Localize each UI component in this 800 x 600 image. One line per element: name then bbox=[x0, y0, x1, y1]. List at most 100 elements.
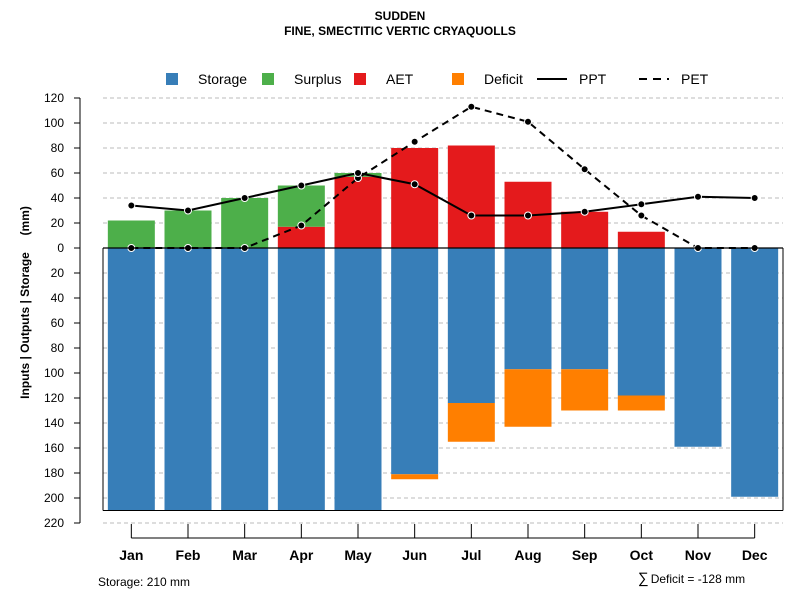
y-tick-label: 140 bbox=[44, 416, 64, 430]
x-tick-label: Apr bbox=[289, 547, 314, 563]
storage-bar bbox=[164, 248, 212, 511]
ppt-point bbox=[694, 192, 702, 201]
bars bbox=[107, 145, 779, 511]
y-tick-label: 220 bbox=[44, 516, 64, 530]
storage-bar bbox=[504, 248, 552, 370]
y-tick-label: 120 bbox=[44, 391, 64, 405]
legend-swatch-aet bbox=[354, 73, 366, 85]
y-tick-label: 160 bbox=[44, 441, 64, 455]
y-tick-label: 120 bbox=[44, 91, 64, 105]
ppt-point bbox=[354, 169, 362, 177]
y-tick-label: 180 bbox=[44, 466, 64, 480]
surplus-bar bbox=[277, 185, 325, 227]
ppt-point bbox=[467, 211, 476, 220]
pet-point bbox=[297, 221, 306, 230]
pet-point bbox=[410, 137, 419, 146]
ppt-point bbox=[297, 181, 306, 190]
aet-bar bbox=[617, 231, 665, 248]
legend-swatch-storage bbox=[166, 73, 178, 85]
x-tick-label: Oct bbox=[630, 547, 654, 563]
legend-label-ppt: PPT bbox=[579, 71, 607, 87]
storage-bar bbox=[221, 248, 269, 511]
legend-swatch-deficit bbox=[452, 73, 464, 85]
storage-bar bbox=[107, 248, 155, 511]
y-tick-label: 0 bbox=[57, 241, 64, 255]
x-tick-label: Jun bbox=[402, 547, 427, 563]
y-tick-label: 100 bbox=[44, 116, 64, 130]
ppt-point bbox=[184, 206, 192, 215]
surplus-bar bbox=[164, 210, 212, 248]
legend-label-aet: AET bbox=[386, 71, 414, 87]
pet-line bbox=[131, 105, 755, 249]
ppt-point bbox=[524, 211, 532, 220]
pet-point bbox=[524, 117, 532, 126]
deficit-bar bbox=[391, 474, 439, 480]
deficit-bar bbox=[617, 395, 665, 411]
ppt-point bbox=[127, 201, 136, 210]
ppt-line bbox=[131, 171, 755, 217]
x-tick-label: Jan bbox=[119, 547, 143, 563]
deficit-note-text: Deficit = -128 mm bbox=[650, 572, 746, 586]
storage-bar bbox=[674, 248, 722, 447]
legend-label-deficit: Deficit bbox=[484, 71, 523, 87]
legend-label-storage: Storage bbox=[198, 71, 247, 87]
chart-title: SUDDEN bbox=[374, 9, 426, 23]
series-lines bbox=[127, 102, 759, 252]
pet-point bbox=[580, 165, 589, 174]
axes: 1201008060402002040608010012014016018020… bbox=[18, 91, 784, 563]
y-tick-label: 20 bbox=[51, 216, 65, 230]
x-tick-label: Mar bbox=[232, 547, 257, 563]
pet-point bbox=[467, 102, 476, 111]
ppt-point bbox=[637, 200, 646, 209]
storage-bar bbox=[447, 248, 495, 403]
x-tick-label: Nov bbox=[685, 547, 712, 563]
chart-subtitle: FINE, SMECTITIC VERTIC CRYAQUOLLS bbox=[284, 24, 516, 38]
storage-bar bbox=[617, 248, 665, 396]
aet-bar bbox=[334, 176, 382, 248]
aet-bar bbox=[447, 145, 495, 248]
ppt-point bbox=[410, 180, 419, 189]
deficit-bar bbox=[504, 369, 552, 427]
storage-note: Storage: 210 mm bbox=[98, 575, 191, 589]
ppt-point bbox=[750, 194, 759, 202]
x-tick-label: Dec bbox=[742, 547, 768, 563]
sigma-symbol: ∑ bbox=[638, 570, 649, 587]
x-tick-label: Feb bbox=[176, 547, 201, 563]
y-tick-label: 60 bbox=[51, 316, 65, 330]
surplus-bar bbox=[221, 198, 269, 248]
legend: Storage Surplus AET Deficit PPT PET bbox=[166, 71, 709, 87]
grid-lines bbox=[103, 97, 783, 524]
storage-bar bbox=[561, 248, 609, 370]
x-tick-label: Aug bbox=[514, 547, 541, 563]
y-tick-label: 40 bbox=[51, 191, 65, 205]
x-tick-label: Sep bbox=[572, 547, 598, 563]
y-axis-label: Inputs | Outputs | Storage (mm) bbox=[18, 206, 32, 399]
y-tick-label: 80 bbox=[51, 141, 65, 155]
aet-bar bbox=[561, 211, 609, 248]
ppt-point bbox=[240, 194, 249, 202]
surplus-bar bbox=[107, 220, 155, 248]
pet-point bbox=[637, 211, 646, 220]
storage-bar bbox=[731, 248, 779, 497]
y-tick-label: 100 bbox=[44, 366, 64, 380]
x-tick-label: Jul bbox=[461, 547, 481, 563]
x-tick-label: May bbox=[344, 547, 371, 563]
aet-bar bbox=[391, 148, 439, 248]
legend-label-surplus: Surplus bbox=[294, 71, 341, 87]
storage-bar bbox=[334, 248, 382, 511]
deficit-bar bbox=[561, 369, 609, 411]
y-tick-label: 60 bbox=[51, 166, 65, 180]
legend-swatch-surplus bbox=[262, 73, 274, 85]
ppt-point bbox=[580, 207, 589, 216]
y-tick-label: 80 bbox=[51, 341, 65, 355]
y-tick-label: 20 bbox=[51, 266, 65, 280]
storage-bar bbox=[391, 248, 439, 475]
y-tick-label: 40 bbox=[51, 291, 65, 305]
aet-bar bbox=[277, 226, 325, 248]
legend-label-pet: PET bbox=[681, 71, 709, 87]
y-tick-label: 200 bbox=[44, 491, 64, 505]
deficit-note: ∑ Deficit = -128 mm bbox=[638, 570, 745, 587]
storage-bar bbox=[277, 248, 325, 511]
deficit-bar bbox=[447, 403, 495, 442]
